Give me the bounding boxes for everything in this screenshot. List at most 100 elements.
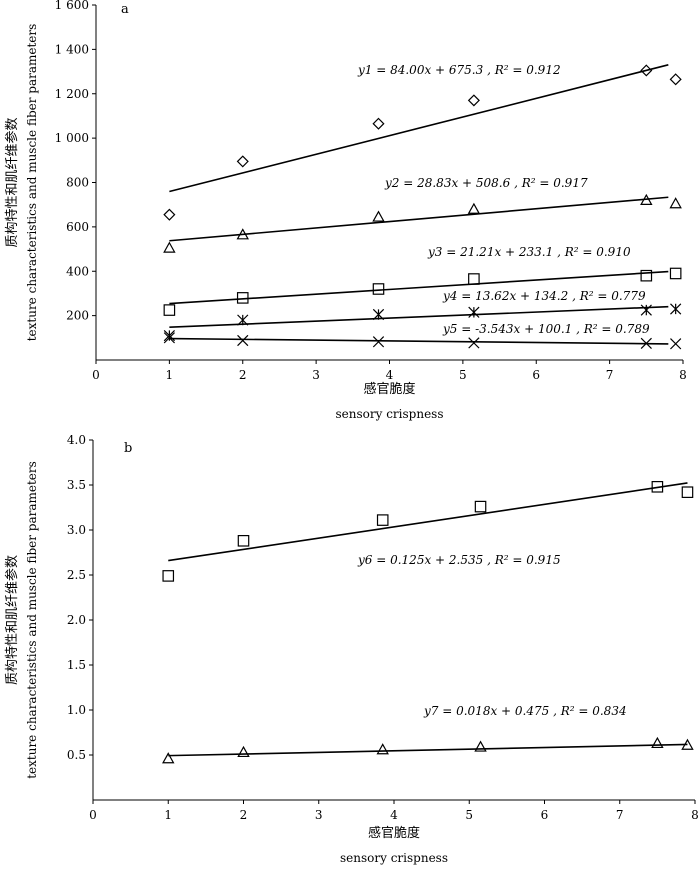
data-point — [163, 241, 176, 253]
data-point — [669, 73, 682, 86]
series-1: y1 = 84.00x + 675.3 , R² = 0.912 — [163, 63, 682, 221]
data-point — [640, 304, 652, 316]
y-tick-label: 1.5 — [67, 658, 86, 672]
regression-equation: y1 = 84.00x + 675.3 , R² = 0.912 — [357, 63, 561, 77]
data-point — [670, 303, 682, 315]
data-point — [669, 267, 682, 280]
x-tick-label: 5 — [459, 368, 467, 382]
y-tick-label: 1.0 — [67, 703, 86, 717]
y-tick-label: 200 — [66, 309, 89, 323]
y-axis-subtitle: texture characteristics and muscle fiber… — [25, 24, 39, 342]
regression-equation: y4 = 13.62x + 134.2 , R² = 0.779 — [442, 289, 646, 303]
data-point — [236, 292, 249, 304]
data-point — [474, 500, 487, 513]
fit-line — [169, 337, 669, 345]
y-tick-label: 1 400 — [55, 42, 89, 56]
y-tick-label: 800 — [66, 176, 89, 190]
data-point — [162, 570, 175, 582]
y-axis-subtitle: texture characteristics and muscle fiber… — [25, 461, 39, 779]
data-point — [372, 308, 385, 321]
regression-equation: y3 = 21.21x + 233.1 , R² = 0.910 — [427, 245, 631, 259]
x-tick-label: 8 — [691, 808, 699, 822]
x-tick-label: 2 — [240, 808, 248, 822]
data-point — [372, 210, 385, 222]
data-point — [236, 155, 249, 168]
data-point — [468, 306, 480, 318]
y-tick-label: 400 — [66, 264, 89, 278]
data-point — [237, 334, 249, 347]
data-point — [640, 337, 652, 349]
x-tick-label: 0 — [89, 808, 97, 822]
data-point — [651, 481, 664, 493]
data-point — [468, 273, 480, 285]
x-axis-title: 感官脆度 — [363, 381, 415, 397]
x-tick-label: 1 — [164, 808, 172, 822]
x-tick-label: 2 — [239, 368, 247, 382]
data-point — [372, 117, 385, 130]
series-4: y4 = 13.62x + 134.2 , R² = 0.779 — [163, 289, 682, 342]
data-point — [376, 743, 389, 755]
data-point — [163, 304, 176, 316]
x-tick-label: 1 — [166, 368, 174, 382]
fit-line — [169, 270, 669, 305]
fit-line — [168, 482, 688, 562]
y-tick-label: 1 200 — [55, 87, 89, 101]
regression-equation: y6 = 0.125x + 2.535 , R² = 0.915 — [357, 553, 561, 567]
data-point — [376, 514, 389, 526]
series-1: y6 = 0.125x + 2.535 , R² = 0.915 — [162, 481, 694, 582]
fit-line — [169, 305, 669, 329]
data-point — [163, 208, 176, 221]
data-point — [372, 283, 385, 295]
data-point — [162, 752, 175, 764]
data-point — [681, 486, 694, 498]
panel-b: 0 1 2 3 4 5 6 7 8 0.5 1.0 1.5 2.0 2.5 3.0 3.5 4.0 b 感官脆度 se… — [4, 433, 699, 865]
x-tick-label: 5 — [465, 808, 473, 822]
x-axis-subtitle: sensory crispness — [336, 407, 444, 421]
series-2: y7 = 0.018x + 0.475 , R² = 0.834 — [162, 704, 694, 764]
data-point — [372, 336, 385, 348]
data-point — [670, 338, 682, 350]
data-point — [669, 197, 682, 209]
fit-line — [169, 64, 669, 193]
x-tick-label: 8 — [679, 368, 687, 382]
data-point — [237, 534, 250, 547]
x-tick-label: 4 — [390, 808, 398, 822]
series-5: y5 = -3.543x + 100.1 , R² = 0.789 — [163, 322, 682, 350]
data-point — [236, 228, 249, 240]
data-point — [237, 314, 249, 326]
x-axis-title: 感官脆度 — [368, 825, 420, 841]
data-point — [640, 64, 653, 77]
y-axis-title: 质构特性和肌纤维参数 — [4, 117, 20, 247]
regression-equation: y5 = -3.543x + 100.1 , R² = 0.789 — [442, 322, 650, 336]
x-tick-label: 3 — [315, 808, 323, 822]
y-tick-label: 0.5 — [67, 748, 86, 762]
data-point — [640, 269, 653, 282]
panel-label: b — [124, 441, 132, 456]
y-tick-label: 4.0 — [67, 433, 86, 447]
x-tick-label: 3 — [312, 368, 320, 382]
fit-line — [169, 196, 669, 242]
y-tick-label: 3.5 — [67, 478, 86, 492]
fit-line — [168, 743, 688, 757]
y-tick-label: 2.5 — [67, 568, 86, 582]
x-tick-label: 7 — [616, 808, 624, 822]
data-point — [681, 738, 694, 750]
data-point — [468, 337, 480, 349]
series-3: y3 = 21.21x + 233.1 , R² = 0.910 — [163, 245, 682, 316]
y-axis-title: 质构特性和肌纤维参数 — [4, 555, 20, 685]
y-tick-label: 3.0 — [67, 523, 86, 537]
data-point — [651, 736, 664, 749]
regression-equation: y2 = 28.83x + 508.6 , R² = 0.917 — [384, 176, 588, 190]
data-point — [163, 332, 175, 344]
panel-label: a — [121, 2, 129, 17]
regression-equation: y7 = 0.018x + 0.475 , R² = 0.834 — [423, 704, 627, 718]
y-tick-label: 1 600 — [55, 0, 89, 12]
data-point — [640, 193, 653, 206]
y-tick-label: 2.0 — [67, 613, 86, 627]
x-tick-label: 6 — [541, 808, 549, 822]
x-tick-label: 6 — [532, 368, 540, 382]
data-point — [474, 740, 487, 752]
y-tick-label: 1 000 — [55, 131, 89, 145]
x-tick-label: 7 — [606, 368, 614, 382]
